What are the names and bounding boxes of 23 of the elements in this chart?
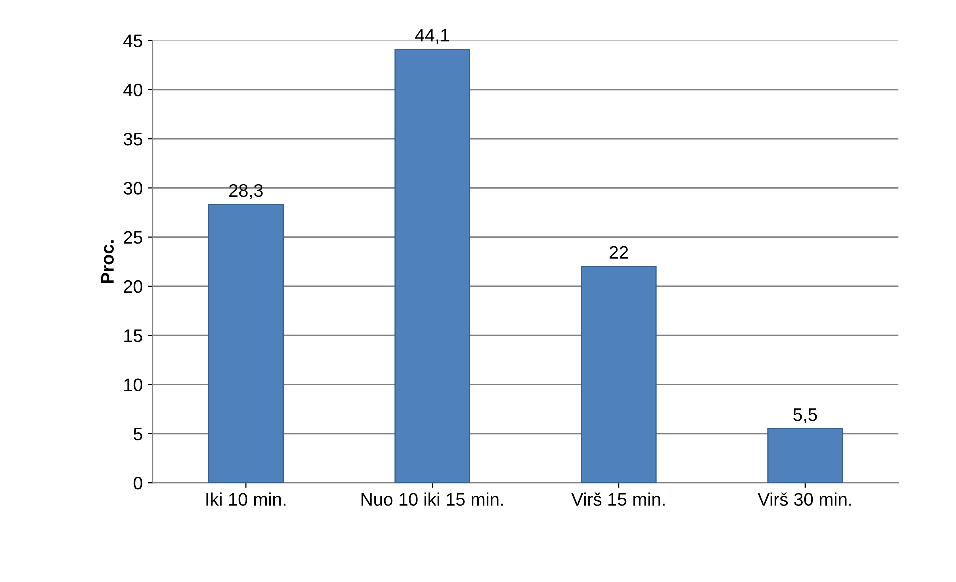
y-tick-label: 30	[124, 182, 143, 195]
bar	[208, 204, 284, 484]
x-tick-label: Virš 30 min.	[758, 492, 852, 506]
data-label: 22	[610, 246, 628, 259]
y-tick-label: 10	[124, 378, 143, 392]
data-label: 28,3	[230, 184, 263, 200]
y-tick-label: 40	[124, 84, 143, 97]
y-tick-label: 25	[124, 231, 142, 244]
y-tick-label: 45	[124, 34, 142, 48]
bar	[581, 266, 657, 484]
y-tick-label: 5	[134, 428, 142, 441]
y-tick-label: 0	[134, 476, 143, 490]
x-tick-label: Virš 15 min.	[572, 492, 665, 506]
y-tick-label: 15	[124, 330, 142, 342]
data-label: 5,5	[794, 408, 818, 424]
data-label: 44,1	[415, 29, 450, 44]
bar	[394, 49, 470, 484]
y-tick-label: 35	[124, 132, 142, 146]
y-tick-label: 20	[124, 280, 143, 294]
x-tick-label: Iki 10 min.	[206, 492, 286, 506]
x-tick-label: Nuo 10 iki 15 min.	[362, 492, 504, 506]
y-axis-title: Proc.	[101, 240, 114, 284]
bar	[768, 428, 844, 484]
